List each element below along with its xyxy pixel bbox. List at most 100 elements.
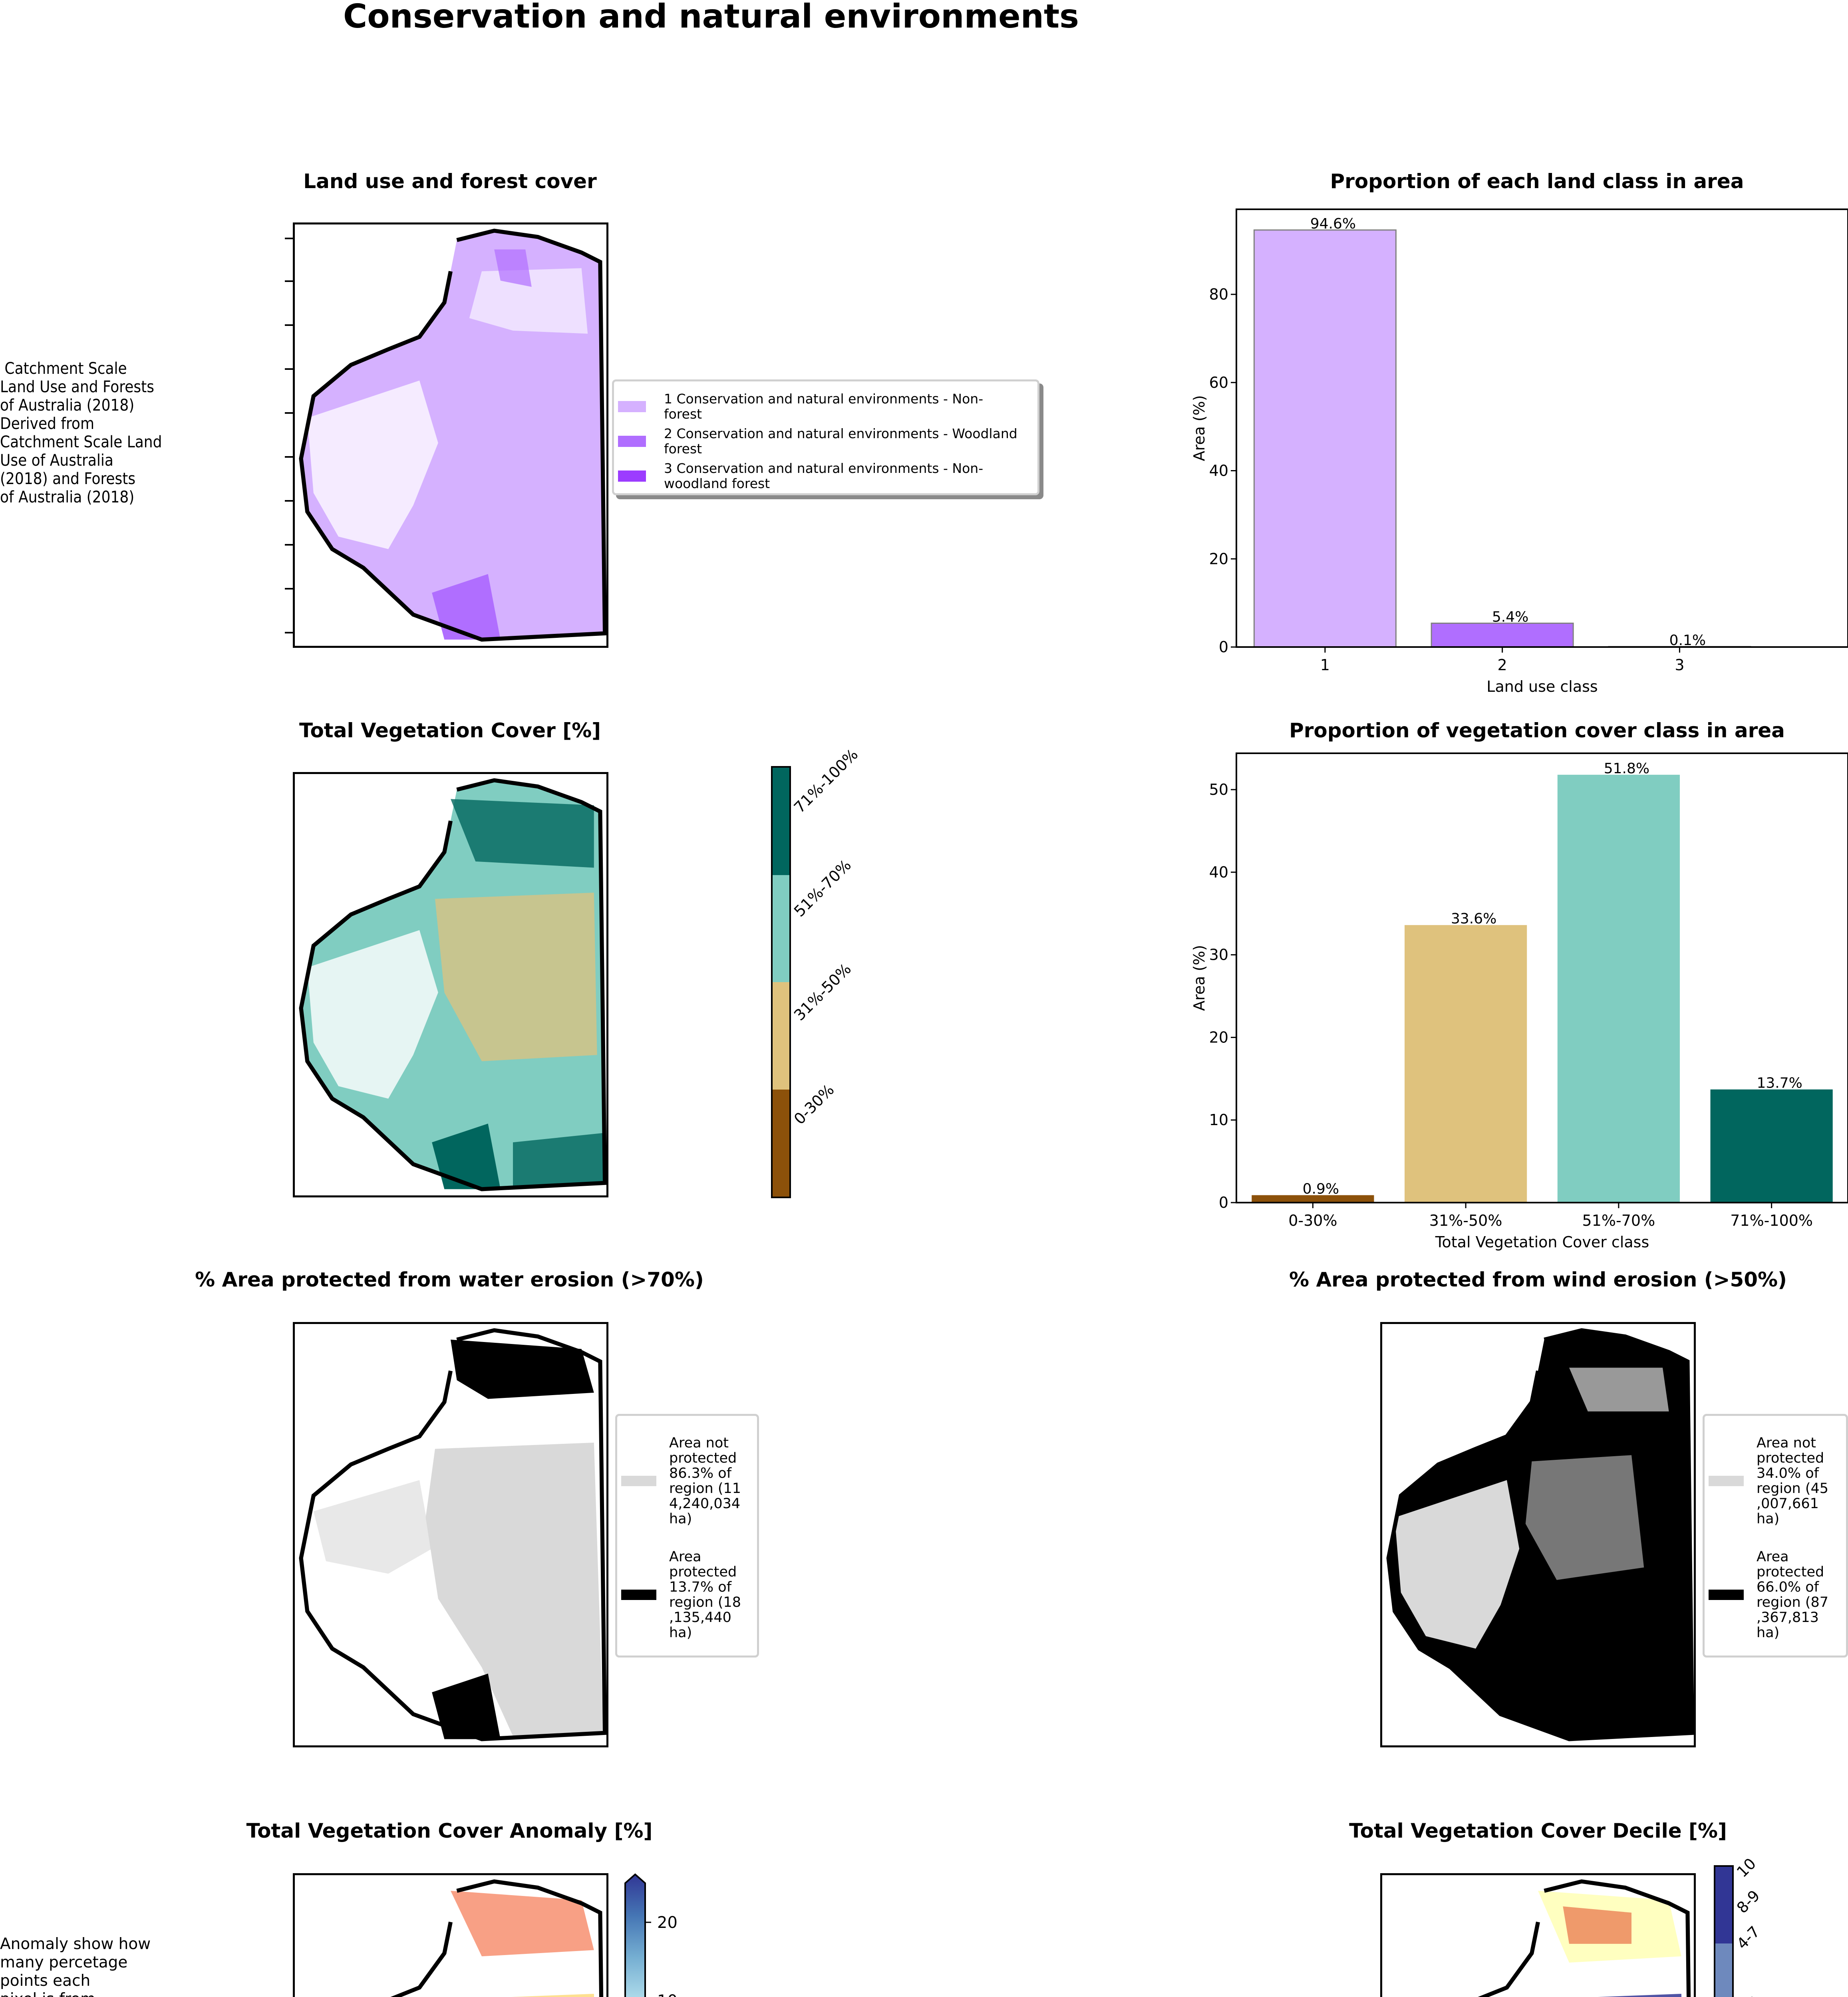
land-use-map-raster <box>299 228 606 642</box>
veg-cover-map-title: Total Vegetation Cover [%] <box>299 719 601 742</box>
colorbar-label: 8-9 <box>1733 1886 1763 1917</box>
legend-swatch <box>618 401 646 412</box>
legend-item: Area protected 13.7% of region (18 ,135,… <box>621 1538 753 1652</box>
colorbar-label: 51%-70% <box>790 856 855 920</box>
bar <box>1431 622 1574 648</box>
legend-item: Area not protected 86.3% of region (11 4… <box>621 1424 753 1538</box>
axes-frame <box>1236 208 1848 648</box>
land-use-map <box>293 222 608 648</box>
colorbar-segment <box>773 768 789 875</box>
colorbar-segment <box>773 1089 789 1197</box>
anomaly-map-raster <box>390 1879 604 1997</box>
x-tick-label: 71%-100% <box>1730 1212 1813 1229</box>
data-label: 5.4% <box>1492 609 1528 625</box>
x-tick-label: 51%-70% <box>1582 1212 1655 1229</box>
x-tick-label: 0-30% <box>1288 1212 1337 1229</box>
data-label: 0.1% <box>1669 632 1706 649</box>
legend-swatch <box>1709 1589 1744 1600</box>
legend-swatch <box>1709 1475 1744 1486</box>
land-use-side-note: Catchment Scale Land Use and Forests of … <box>0 359 162 506</box>
bar <box>1252 1195 1374 1203</box>
anomaly-map <box>293 1873 608 1997</box>
anomaly-side-note: Anomaly show how many percetage points e… <box>0 1935 151 1997</box>
y-tick-label: 40 <box>1209 864 1228 881</box>
page-title: Conservation and natural environments <box>343 0 1079 36</box>
x-tick-label: 2 <box>1498 656 1507 674</box>
x-tick-label: 31%-50% <box>1429 1212 1502 1229</box>
data-label: 0.9% <box>1303 1181 1339 1197</box>
veg-cover-map <box>293 772 608 1197</box>
data-label: 94.6% <box>1310 216 1356 232</box>
water-erosion-map-raster <box>299 1328 606 1741</box>
colorbar-segment <box>1715 1867 1732 1944</box>
bar <box>1405 925 1527 1203</box>
veg-cover-bar-title: Proportion of vegetation cover class in … <box>1289 719 1785 742</box>
x-tick-label: 3 <box>1675 656 1684 674</box>
colorbar-label: 0-30% <box>790 1081 838 1128</box>
bar <box>1253 229 1397 648</box>
bar <box>1710 1089 1833 1203</box>
legend-label: Area not protected 34.0% of region (45 ,… <box>1757 1435 1829 1527</box>
y-tick-label: 60 <box>1209 374 1228 391</box>
bar <box>1557 774 1680 1203</box>
y-tick-label: 50 <box>1209 781 1228 798</box>
x-axis-label: Total Vegetation Cover class <box>1435 1233 1649 1251</box>
y-tick-label: 80 <box>1209 286 1228 303</box>
legend-swatch <box>618 470 646 482</box>
decile-map-raster <box>1478 1879 1691 1997</box>
decile-side-note: Deciles show where the pixel value lies … <box>927 1995 1108 1997</box>
water-erosion-map <box>293 1322 608 1747</box>
veg-cover-bar-chart: 0.9% 0-30% 33.6% 31%-50% 51.8% 51%-70% 13.7% 71… <box>1190 752 1848 1251</box>
legend-item: 1 Conservation and natural environments … <box>618 390 1033 423</box>
colorbar-segment <box>1715 1943 1732 1997</box>
y-axis-label: Area (%) <box>1190 395 1208 461</box>
x-axis-label: Land use class <box>1486 678 1598 695</box>
anomaly-colorbar: 20100−10−20 <box>624 1873 678 1997</box>
y-axis-label: Area (%) <box>1190 945 1208 1011</box>
water-erosion-legend: Area not protected 86.3% of region (11 4… <box>615 1414 759 1658</box>
wind-erosion-map-title: % Area protected from wind erosion (>50%… <box>1289 1268 1787 1291</box>
colorbar-label: 10 <box>1733 1854 1760 1881</box>
legend-label: Area protected 66.0% of region (87 ,367,… <box>1757 1548 1829 1641</box>
y-tick-label: 40 <box>1209 462 1228 480</box>
legend-label: 1 Conservation and natural environments … <box>664 391 984 422</box>
colorbar-tick-label: 10 <box>657 1992 678 1997</box>
y-tick-label: 10 <box>1209 1111 1228 1129</box>
y-tick-label: 0 <box>1219 1194 1228 1211</box>
legend-label: Area not protected 86.3% of region (11 4… <box>669 1435 741 1527</box>
legend-swatch <box>621 1475 656 1486</box>
wind-erosion-map <box>1380 1322 1696 1747</box>
colorbar-tick-label: 20 <box>657 1914 678 1932</box>
y-tick-label: 20 <box>1209 550 1228 568</box>
land-class-bar-title: Proportion of each land class in area <box>1330 170 1744 193</box>
colorbar-label: 71%-100% <box>790 745 862 816</box>
land-use-map-title: Land use and forest cover <box>303 170 597 193</box>
veg-cover-map-raster <box>299 778 606 1191</box>
anomaly-colorbar-gradient <box>624 1873 646 1997</box>
water-erosion-map-title: % Area protected from water erosion (>70… <box>195 1268 704 1291</box>
data-label: 51.8% <box>1604 760 1649 777</box>
decile-map-title: Total Vegetation Cover Decile [%] <box>1349 1819 1727 1842</box>
data-label: 33.6% <box>1451 911 1496 927</box>
wind-erosion-legend: Area not protected 34.0% of region (45 ,… <box>1703 1414 1848 1658</box>
colorbar-segment <box>773 982 789 1090</box>
legend-swatch <box>618 436 646 447</box>
anomaly-map-title: Total Vegetation Cover Anomaly [%] <box>246 1819 653 1842</box>
legend-label: 3 Conservation and natural environments … <box>664 461 984 491</box>
y-tick-label: 30 <box>1209 946 1228 964</box>
legend-item: 2 Conservation and natural environments … <box>618 423 1033 460</box>
y-tick-label: 0 <box>1219 638 1228 656</box>
decile-map <box>1380 1873 1696 1997</box>
decile-colorbar <box>1714 1865 1734 1997</box>
legend-label: Area protected 13.7% of region (18 ,135,… <box>669 1548 741 1641</box>
colorbar-label: 2-3 <box>1733 1993 1763 1997</box>
land-use-legend: 1 Conservation and natural environments … <box>612 379 1039 495</box>
legend-item: Area not protected 34.0% of region (45 ,… <box>1709 1424 1842 1538</box>
legend-item: Area protected 66.0% of region (87 ,367,… <box>1709 1538 1842 1652</box>
land-use-map-yticks <box>285 222 293 648</box>
colorbar-label: 4-7 <box>1733 1922 1763 1953</box>
veg-cover-colorbar <box>771 766 791 1198</box>
legend-label: 2 Conservation and natural environments … <box>664 426 1017 457</box>
x-tick-label: 1 <box>1320 656 1330 674</box>
colorbar-segment <box>773 875 789 982</box>
